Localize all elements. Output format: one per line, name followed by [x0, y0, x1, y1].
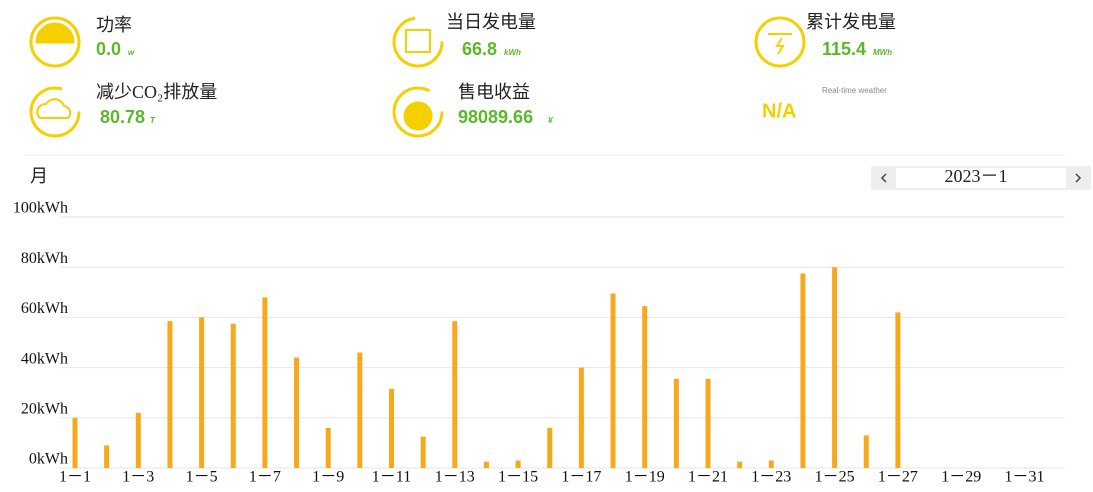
- bar: [705, 378, 711, 468]
- stat-label: 当日发电量: [446, 12, 536, 32]
- x-tick-label: 1－29: [941, 469, 981, 486]
- stat-value: 0.0: [96, 39, 121, 59]
- bar: [452, 321, 458, 468]
- bar: [895, 312, 901, 468]
- bar: [325, 427, 331, 468]
- stat-value: 66.8: [462, 39, 497, 59]
- x-tick-label: 1－17: [561, 469, 601, 486]
- weather-label: Real-time weather: [822, 86, 887, 95]
- bar: [72, 417, 78, 468]
- stat-label: 功率: [96, 15, 132, 35]
- bar: [167, 321, 173, 468]
- stat-unit: ¥: [548, 116, 554, 125]
- bar: [294, 357, 300, 468]
- y-tick-label: 20kWh: [21, 400, 68, 417]
- prev-button[interactable]: [872, 167, 896, 189]
- bar: [832, 267, 838, 468]
- stat-label: 减少CO₂排放量: [96, 82, 217, 102]
- stat-label: 累计发电量: [806, 12, 896, 32]
- x-tick-label: 1－21: [688, 469, 728, 486]
- daily-icon-grid: [405, 29, 431, 53]
- bar: [800, 273, 806, 468]
- x-tick-label: 1－7: [249, 469, 281, 486]
- y-tick-label: 100kWh: [13, 200, 68, 217]
- bar: [199, 317, 205, 468]
- x-tick-label: 1－5: [186, 469, 218, 486]
- x-tick-label: 1－9: [312, 469, 344, 486]
- stat-unit: T: [150, 116, 156, 125]
- income-icon-coin: [403, 101, 433, 131]
- total-icon: [754, 16, 806, 68]
- power-icon: [29, 16, 81, 68]
- x-tick-label: 1－23: [751, 469, 791, 486]
- stat-value: 98089.66: [458, 107, 533, 127]
- bar: [737, 461, 743, 468]
- y-tick-label: 40kWh: [21, 350, 68, 367]
- daily-icon: [392, 16, 444, 68]
- x-tick-label: 1－11: [372, 469, 411, 486]
- stat-unit: kWh: [504, 48, 521, 57]
- bar: [768, 460, 774, 468]
- bar: [610, 293, 616, 468]
- bar: [357, 352, 363, 468]
- bar: [262, 297, 268, 468]
- bar: [515, 460, 521, 468]
- co2-icon: [29, 86, 81, 138]
- bar: [230, 323, 236, 468]
- x-tick-label: 1－15: [498, 469, 538, 486]
- y-tick-label: 0kWh: [29, 451, 68, 468]
- income-icon: [392, 86, 444, 138]
- weather-value: N/A: [762, 100, 796, 122]
- x-tick-label: 1－3: [122, 469, 154, 486]
- bar: [673, 378, 679, 468]
- bar: [642, 306, 648, 468]
- period-label: 月: [30, 166, 48, 186]
- x-tick-label: 1－31: [1004, 469, 1044, 486]
- stat-value: 115.4: [822, 39, 866, 59]
- x-tick-label: 1－1: [59, 469, 91, 486]
- x-tick-label: 1－19: [625, 469, 665, 486]
- bar: [578, 367, 584, 468]
- bar: [389, 388, 394, 468]
- bar: [104, 445, 110, 468]
- y-tick-label: 60kWh: [21, 300, 68, 317]
- stat-unit: MWh: [873, 48, 892, 57]
- icons: [29, 16, 806, 138]
- power-icon-gauge: [35, 22, 75, 44]
- x-tick-label: 1－27: [878, 469, 918, 486]
- arrows: [880, 173, 1082, 183]
- bar: [863, 435, 869, 468]
- bar: [547, 427, 553, 468]
- next-button[interactable]: [1066, 167, 1090, 189]
- total-icon-bolt: [768, 33, 792, 55]
- co2-icon-cloud: [36, 98, 72, 119]
- y-tick-label: 80kWh: [21, 250, 68, 267]
- stat-value: 80.78: [100, 107, 145, 127]
- bar: [135, 412, 141, 468]
- bar: [420, 436, 426, 468]
- x-tick-label: 1－13: [435, 469, 475, 486]
- stat-unit: w: [128, 48, 135, 57]
- bar: [483, 461, 489, 468]
- x-tick-label: 1－25: [815, 469, 855, 486]
- stat-label: 售电收益: [458, 82, 530, 102]
- date-value: 2023－1: [945, 166, 1008, 186]
